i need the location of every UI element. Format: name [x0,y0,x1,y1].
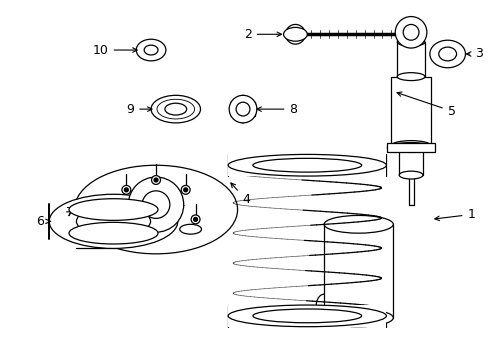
Ellipse shape [324,309,392,327]
Circle shape [112,215,121,224]
Ellipse shape [283,27,306,41]
Ellipse shape [151,95,200,123]
Bar [398,145,422,175]
Circle shape [285,24,305,44]
Circle shape [394,17,426,48]
Ellipse shape [396,73,424,81]
Ellipse shape [398,171,422,179]
Circle shape [151,176,160,184]
Text: 2: 2 [244,28,281,41]
Ellipse shape [69,222,158,244]
Circle shape [128,177,183,232]
Ellipse shape [136,39,165,61]
Bar [396,42,424,77]
Circle shape [124,188,128,192]
Bar [386,143,434,152]
Bar [228,154,386,176]
Circle shape [290,30,300,39]
Ellipse shape [429,40,465,68]
Ellipse shape [386,143,434,152]
Text: 5: 5 [396,92,455,118]
Text: 1: 1 [434,208,474,221]
Ellipse shape [324,215,392,233]
Ellipse shape [49,194,178,248]
Ellipse shape [390,141,430,150]
Text: 7: 7 [66,206,74,219]
Circle shape [114,217,118,221]
Ellipse shape [74,165,237,254]
Bar [324,224,392,318]
Circle shape [193,217,197,221]
Circle shape [350,318,355,322]
Text: 8: 8 [256,103,297,116]
Circle shape [229,95,256,123]
Circle shape [183,188,187,192]
Circle shape [142,191,169,219]
Circle shape [122,185,130,194]
Text: 4: 4 [230,183,249,206]
Text: 6: 6 [36,215,50,228]
Circle shape [402,24,418,40]
Ellipse shape [69,199,158,220]
Ellipse shape [252,158,361,172]
Ellipse shape [180,224,201,234]
Ellipse shape [228,154,386,176]
Ellipse shape [228,305,386,327]
Ellipse shape [252,309,361,323]
Ellipse shape [396,38,424,46]
Circle shape [191,215,200,224]
Bar [228,305,386,327]
Text: 9: 9 [126,103,152,116]
Text: 3: 3 [466,48,482,60]
Ellipse shape [164,103,186,115]
Text: 10: 10 [93,44,137,57]
Ellipse shape [144,45,158,55]
Bar [390,77,430,145]
Circle shape [181,185,190,194]
Ellipse shape [438,47,456,61]
Circle shape [236,102,249,116]
Ellipse shape [76,207,150,236]
Circle shape [154,178,158,182]
